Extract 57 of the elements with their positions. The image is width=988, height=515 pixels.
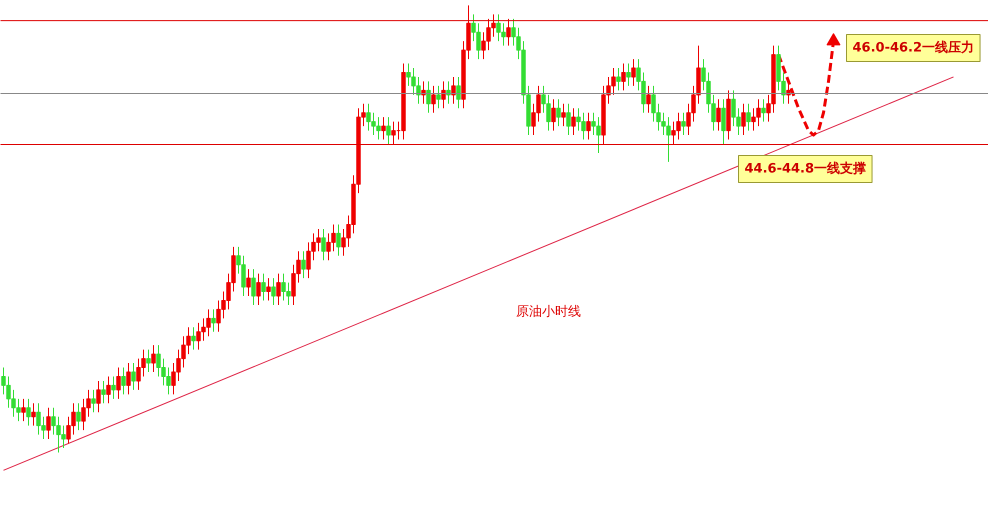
candlestick [321,228,326,261]
candlestick [271,278,276,306]
candlestick [336,224,341,256]
candlestick [126,362,131,395]
candlestick [621,63,626,91]
candlestick [721,98,726,145]
candlestick [456,76,461,109]
candlestick [151,344,156,372]
candlestick [21,398,26,422]
candlestick [106,376,111,404]
candlestick [441,80,446,109]
candlestick [266,278,271,301]
candlestick [101,380,106,404]
candlestick [91,389,96,413]
candlestick [121,367,126,395]
candlestick [551,98,556,132]
candlestick [386,116,391,145]
candlestick [761,98,766,122]
candlestick [261,273,266,301]
candlestick [616,68,621,91]
candlestick [506,18,511,46]
candlestick [146,349,151,372]
candlestick [31,402,36,426]
candlestick [571,108,576,136]
candlestick [436,85,441,109]
candlestick [556,98,561,127]
candlestick [716,98,721,132]
candlestick [301,250,306,279]
candlestick [76,402,81,431]
candlestick [96,380,101,413]
candlestick [276,273,281,306]
candlestick [631,58,636,86]
annotation: 原油小时线 [516,304,581,320]
candlestick [111,376,116,400]
candlestick [681,112,686,136]
candlestick [741,103,746,136]
candlestick [131,362,136,390]
candlestick [426,80,431,114]
candlestick [46,407,51,440]
candlestick [646,85,651,114]
candlestick [566,103,571,136]
candlestick [561,103,566,127]
candlestick [431,85,436,114]
annotation: 44.6-44.8一线支撑 [744,162,866,176]
candlestick [191,326,196,350]
candlestick [746,103,751,132]
candlestick [246,268,251,296]
candlestick [451,76,456,104]
candlestick [256,273,261,306]
annotation: 46.0-46.2一线压力 [852,40,974,56]
candlestick [26,398,31,426]
candlestick [116,367,121,400]
candlestick [626,63,631,86]
candlestick [251,268,256,306]
candlestick [211,308,216,332]
candlestick [586,112,591,140]
candlestick [381,116,386,140]
